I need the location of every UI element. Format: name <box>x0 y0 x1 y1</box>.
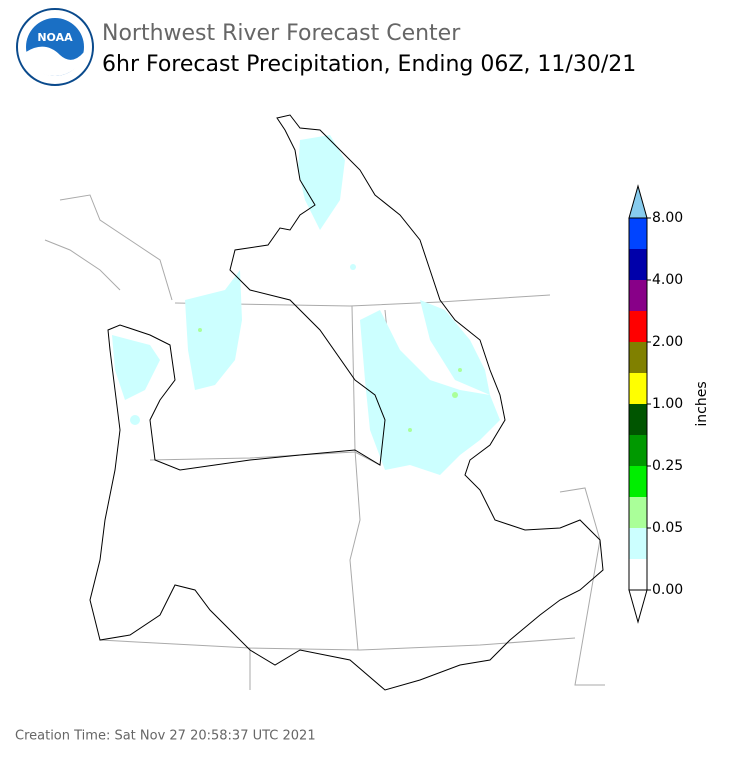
colorbar: 0.00 0.05 0.25 1.00 2.00 4.00 8.00 <box>628 184 683 624</box>
colorbar-label: 8.00 <box>652 210 683 226</box>
subtitle: 6hr Forecast Precipitation, Ending 06Z, … <box>102 52 636 77</box>
colorbar-segment <box>629 249 647 280</box>
logo-text: NOAA <box>37 31 73 44</box>
colorbar-segment <box>629 435 647 466</box>
colorbar-segment <box>629 373 647 404</box>
colorbar-segment <box>629 342 647 373</box>
colorbar-label: 4.00 <box>652 272 683 288</box>
colorbar-segment <box>629 528 647 559</box>
colorbar-segment <box>629 280 647 311</box>
colorbar-segment <box>629 311 647 342</box>
title: Northwest River Forecast Center <box>102 21 461 46</box>
logo: NOAA <box>16 8 94 86</box>
creation-time: Creation Time: Sat Nov 27 20:58:37 UTC 2… <box>15 729 316 744</box>
colorbar-segment <box>629 404 647 435</box>
colorbar-label: 1.00 <box>652 396 683 412</box>
precipitation <box>112 135 500 475</box>
colorbar-title: inches <box>694 381 710 426</box>
map <box>44 114 605 691</box>
colorbar-label: 0.05 <box>652 520 683 536</box>
colorbar-label: 2.00 <box>652 334 683 350</box>
colorbar-segment <box>629 218 647 249</box>
precipitation-light <box>198 328 462 432</box>
colorbar-segment <box>629 559 647 590</box>
colorbar-label: 0.25 <box>652 458 683 474</box>
colorbar-segment <box>629 497 647 528</box>
colorbar-label: 0.00 <box>652 582 683 598</box>
colorbar-segment <box>629 466 647 497</box>
basin-outline <box>89 114 604 691</box>
